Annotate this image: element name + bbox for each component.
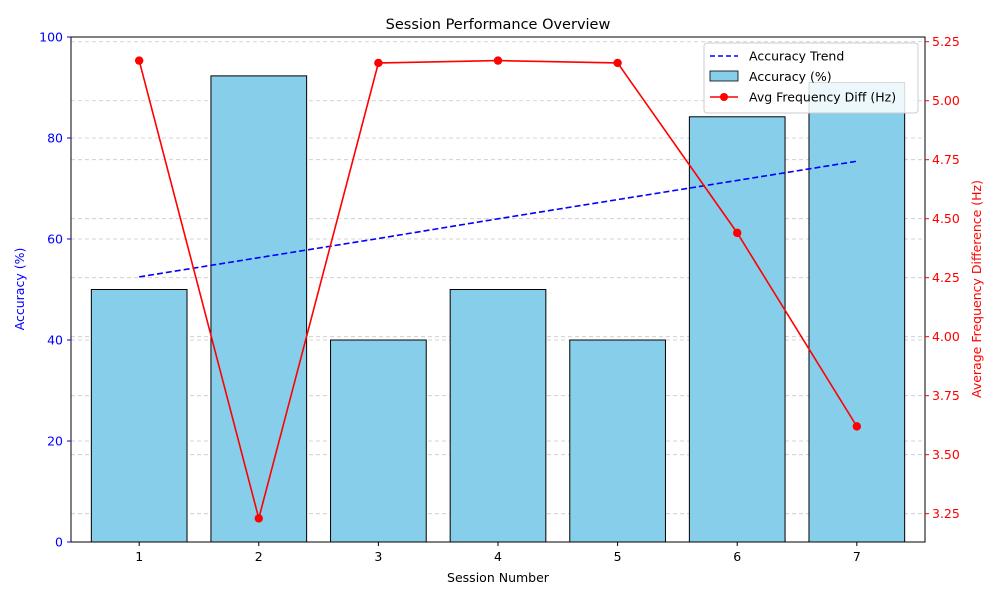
frequency-diff-point xyxy=(134,56,144,65)
bar-series xyxy=(90,75,906,543)
right-tick-label: 4.25 xyxy=(932,270,960,285)
accuracy-bar xyxy=(210,75,308,543)
right-tick-label: 5.25 xyxy=(932,34,960,49)
x-tick-label: 2 xyxy=(255,549,263,564)
right-tick-label: 3.75 xyxy=(932,388,960,403)
legend-accuracy-swatch xyxy=(709,70,739,82)
legend-box xyxy=(703,42,919,114)
legend-frequency-label: Avg Frequency Diff (Hz) xyxy=(749,90,896,105)
right-axis-label: Average Frequency Difference (Hz) xyxy=(969,180,984,398)
chart-title: Session Performance Overview xyxy=(386,17,611,33)
frequency-diff-point xyxy=(374,58,383,68)
legend-trend-label: Accuracy Trend xyxy=(749,49,844,64)
right-tick-label: 4.00 xyxy=(932,329,960,344)
accuracy-bar xyxy=(449,289,547,543)
right-axis-ticks: 3.25 3.50 3.75 4.00 4.25 4.50 4.75 5.00 5.25 xyxy=(925,34,960,521)
left-tick-label: 100 xyxy=(39,30,63,45)
accuracy-bar xyxy=(569,339,666,543)
right-tick-label: 3.25 xyxy=(932,506,960,521)
left-tick-label: 60 xyxy=(47,232,63,247)
frequency-diff-point xyxy=(254,514,263,523)
left-tick-label: 0 xyxy=(55,535,63,550)
x-axis-ticks: 1 2 3 4 5 6 7 xyxy=(135,542,861,564)
right-tick-label: 3.50 xyxy=(932,447,960,462)
frequency-diff-point xyxy=(852,422,862,431)
frequency-diff-point xyxy=(733,228,742,238)
legend: Accuracy Trend Accuracy (%) Avg Frequenc… xyxy=(703,42,919,114)
frequency-series xyxy=(134,56,862,523)
legend-frequency-marker xyxy=(720,93,728,101)
accuracy-bar xyxy=(90,289,188,543)
left-axis-ticks: 0 20 40 60 80 100 xyxy=(39,30,71,550)
accuracy-bar xyxy=(808,81,906,543)
left-axis-label: Accuracy (%) xyxy=(12,248,27,331)
x-tick-label: 6 xyxy=(733,549,741,564)
right-tick-label: 4.50 xyxy=(932,211,960,226)
x-tick-label: 4 xyxy=(494,549,502,564)
frequency-diff-point xyxy=(613,58,622,68)
accuracy-trend-line xyxy=(139,160,857,278)
accuracy-bar xyxy=(330,339,427,543)
trend-series xyxy=(139,160,857,278)
left-tick-label: 40 xyxy=(47,333,63,348)
x-tick-label: 7 xyxy=(853,549,861,564)
right-tick-label: 5.00 xyxy=(932,93,960,108)
left-tick-label: 80 xyxy=(47,131,63,146)
x-tick-label: 3 xyxy=(374,549,382,564)
legend-accuracy-label: Accuracy (%) xyxy=(749,69,832,84)
frequency-diff-point xyxy=(493,56,503,65)
x-tick-label: 1 xyxy=(135,549,143,564)
left-tick-label: 20 xyxy=(47,434,63,449)
x-tick-label: 5 xyxy=(614,549,622,564)
x-axis-label: Session Number xyxy=(447,570,550,585)
right-tick-label: 4.75 xyxy=(932,152,960,167)
